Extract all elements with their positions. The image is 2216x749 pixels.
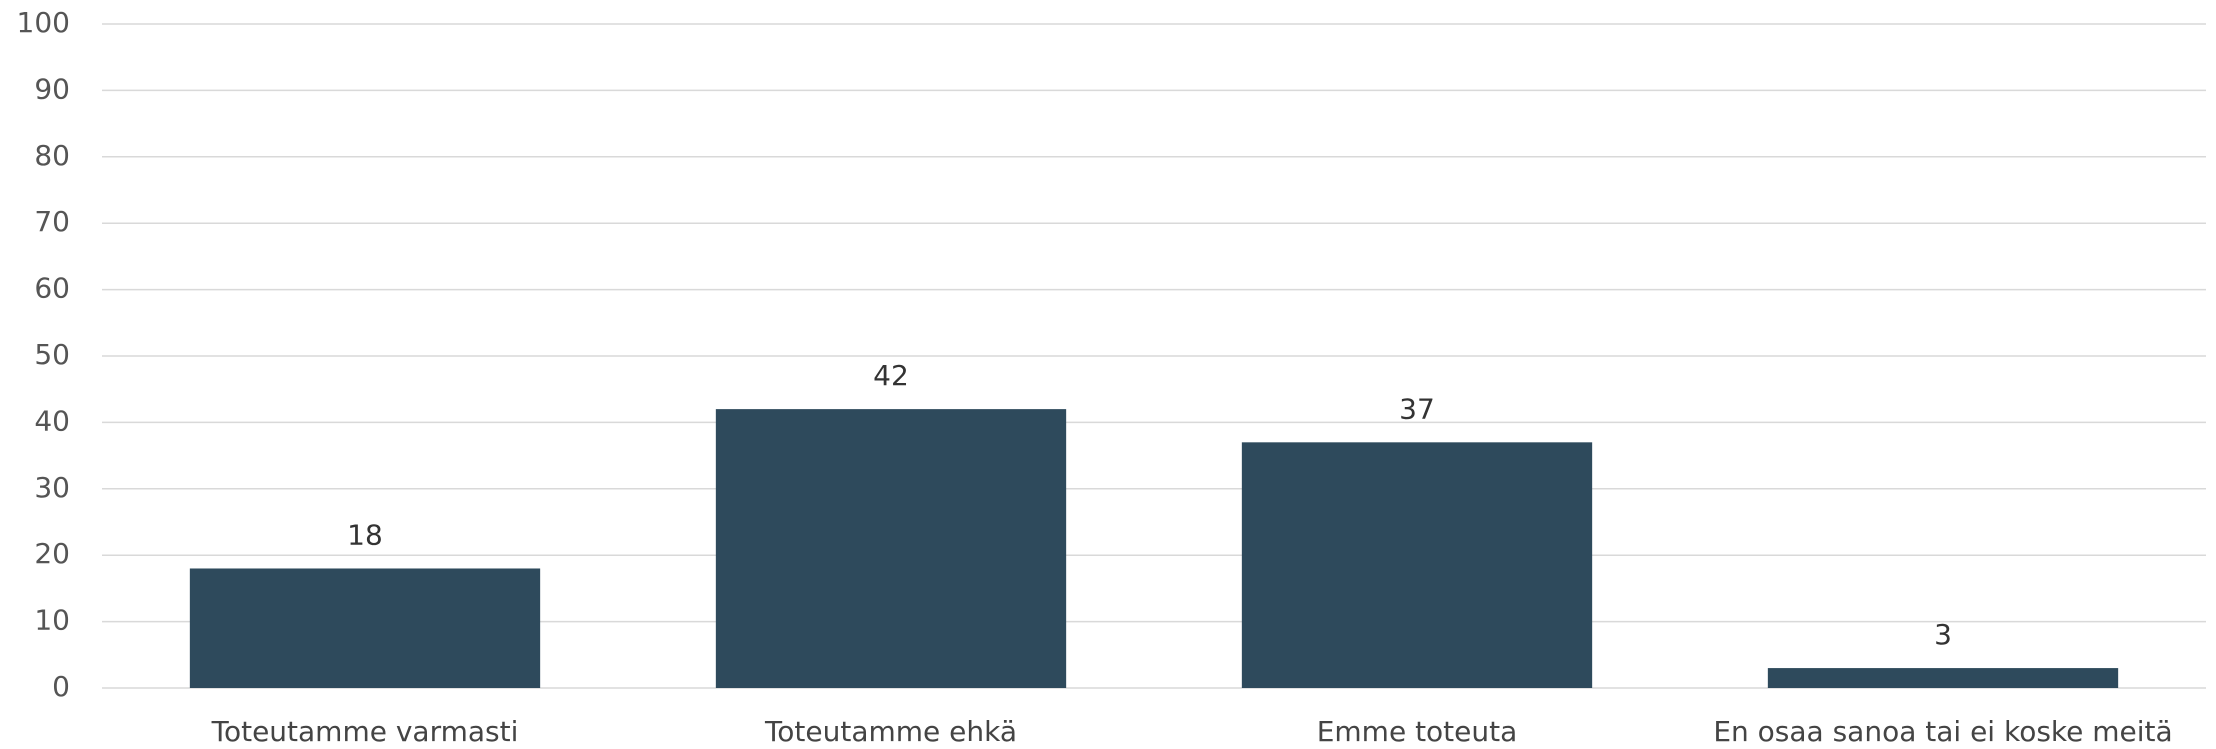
x-tick-label: En osaa sanoa tai ei koske meitä <box>1713 715 2172 748</box>
x-tick-label: Toteutamme ehkä <box>764 715 1017 748</box>
y-tick-label: 10 <box>34 604 70 637</box>
y-tick-label: 60 <box>34 272 70 305</box>
data-label: 3 <box>1934 618 1952 651</box>
data-label: 37 <box>1399 392 1435 425</box>
y-tick-label: 40 <box>34 404 70 437</box>
y-tick-label: 90 <box>34 72 70 105</box>
bar <box>1241 442 1593 688</box>
x-tick-label: Emme toteuta <box>1317 715 1518 748</box>
y-tick-label: 30 <box>34 471 70 504</box>
data-label: 42 <box>873 359 909 392</box>
x-tick-label: Toteutamme varmasti <box>211 715 519 748</box>
y-tick-label: 80 <box>34 139 70 172</box>
data-label: 18 <box>347 518 383 551</box>
bar <box>1767 668 2119 688</box>
bar <box>715 409 1067 688</box>
y-tick-label: 0 <box>52 670 70 703</box>
bar <box>189 568 541 688</box>
y-tick-label: 100 <box>17 6 70 39</box>
y-tick-label: 20 <box>34 537 70 570</box>
y-tick-label: 50 <box>34 338 70 371</box>
y-tick-label: 70 <box>34 205 70 238</box>
